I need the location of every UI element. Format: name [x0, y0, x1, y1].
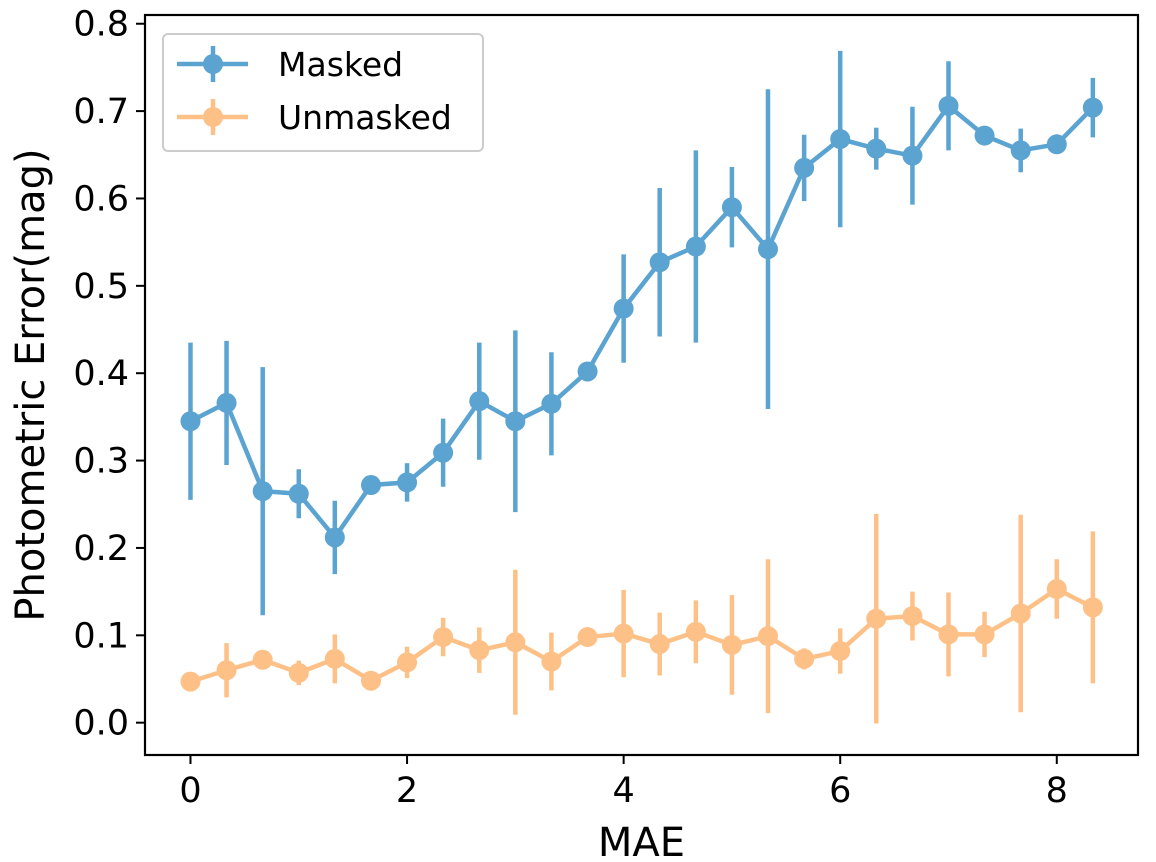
data-point-unmasked-15	[721, 634, 742, 655]
data-point-unmasked-0	[180, 671, 201, 692]
data-point-masked-21	[938, 95, 959, 116]
data-point-masked-17	[794, 157, 815, 178]
data-point-masked-5	[360, 475, 381, 496]
data-point-unmasked-22	[974, 624, 995, 645]
data-point-unmasked-21	[938, 624, 959, 645]
legend-label-unmasked: Unmasked	[278, 98, 452, 137]
data-point-masked-19	[866, 138, 887, 159]
y-tick-label-2: 0.2	[73, 529, 129, 569]
data-point-unmasked-6	[397, 652, 418, 673]
data-point-unmasked-5	[360, 670, 381, 691]
data-point-masked-15	[721, 197, 742, 218]
series-layer	[180, 50, 1103, 724]
data-point-unmasked-14	[685, 621, 706, 642]
data-point-masked-2	[252, 481, 273, 502]
data-point-unmasked-18	[830, 641, 851, 662]
data-point-unmasked-16	[757, 626, 778, 647]
axes-layer: 0 2 4 6 8 0.0 0.1 0.2 0.3 0.4 0.5 0.6 0.7 0.8	[73, 5, 1068, 811]
legend-entry-masked: Masked	[177, 45, 403, 84]
data-point-unmasked-8	[469, 640, 490, 661]
data-point-masked-11	[577, 361, 598, 382]
data-point-unmasked-7	[433, 627, 454, 648]
y-tick-label-1: 0.1	[73, 616, 129, 656]
data-point-unmasked-3	[288, 662, 309, 683]
x-tick-label-1: 2	[396, 771, 418, 811]
data-point-masked-7	[433, 442, 454, 463]
data-point-masked-6	[397, 472, 418, 493]
legend-marker-masked	[203, 54, 223, 74]
data-point-masked-20	[902, 145, 923, 166]
legend-label-masked: Masked	[278, 45, 403, 84]
legend: Masked Unmasked	[162, 33, 484, 152]
legend-marker-unmasked	[203, 107, 223, 127]
x-tick-label-0: 0	[179, 771, 201, 811]
x-axis-title: MAE	[598, 820, 685, 862]
data-point-masked-10	[541, 393, 562, 414]
data-point-masked-12	[613, 298, 634, 319]
data-point-unmasked-23	[1010, 603, 1031, 624]
data-point-unmasked-13	[649, 634, 670, 655]
data-point-masked-22	[974, 125, 995, 146]
data-point-masked-25	[1082, 97, 1103, 118]
data-point-unmasked-2	[252, 649, 273, 670]
data-point-unmasked-24	[1046, 579, 1067, 600]
data-point-masked-4	[324, 527, 345, 548]
data-point-unmasked-12	[613, 623, 634, 644]
data-point-unmasked-20	[902, 606, 923, 627]
y-tick-label-0: 0.0	[73, 704, 129, 744]
data-point-unmasked-17	[794, 648, 815, 669]
data-point-unmasked-1	[216, 660, 237, 681]
data-point-unmasked-9	[505, 632, 526, 653]
data-point-masked-9	[505, 411, 526, 432]
legend-entry-unmasked: Unmasked	[177, 98, 452, 137]
data-point-unmasked-19	[866, 608, 887, 629]
data-point-unmasked-25	[1082, 597, 1103, 618]
data-point-masked-3	[288, 483, 309, 504]
data-point-masked-16	[757, 239, 778, 260]
data-point-unmasked-10	[541, 651, 562, 672]
y-tick-label-3: 0.3	[73, 442, 129, 482]
plot-frame	[143, 13, 1140, 757]
data-point-masked-1	[216, 392, 237, 413]
data-point-masked-24	[1046, 134, 1067, 155]
data-point-masked-8	[469, 391, 490, 412]
y-tick-label-4: 0.4	[73, 354, 129, 394]
x-tick-label-3: 6	[829, 771, 851, 811]
y-tick-label-6: 0.6	[73, 179, 129, 219]
y-tick-label-8: 0.8	[73, 5, 129, 45]
data-point-masked-18	[830, 129, 851, 150]
data-point-masked-13	[649, 252, 670, 273]
series-unmasked	[180, 513, 1103, 724]
y-tick-label-7: 0.7	[73, 92, 129, 132]
x-tick-label-2: 4	[612, 771, 634, 811]
y-axis-title: Photometric Error(mag)	[8, 148, 54, 621]
series-masked	[180, 50, 1103, 616]
y-tick-label-5: 0.5	[73, 267, 129, 307]
data-point-masked-14	[685, 236, 706, 257]
data-point-unmasked-11	[577, 627, 598, 648]
data-point-masked-0	[180, 411, 201, 432]
x-tick-label-4: 8	[1046, 771, 1068, 811]
series-line-masked	[189, 103, 1095, 540]
data-point-unmasked-4	[324, 648, 345, 669]
data-point-masked-23	[1010, 140, 1031, 161]
